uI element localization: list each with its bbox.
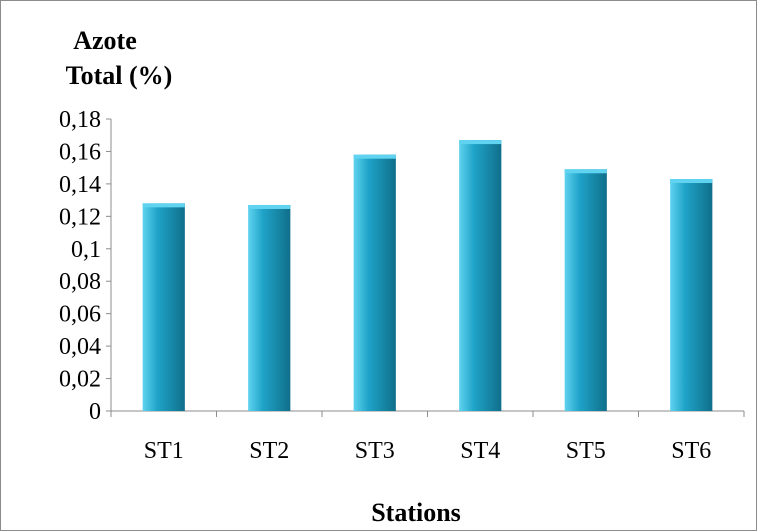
y-tick-label: 0,16 <box>59 139 101 165</box>
y-tick-label: 0,12 <box>59 204 101 230</box>
x-axis-title: Stations <box>371 498 461 527</box>
bar-top-cap <box>353 154 396 159</box>
y-axis-title-line-2: Total (%) <box>66 61 173 90</box>
bar <box>670 179 713 411</box>
bar-top-cap <box>564 169 607 174</box>
x-tick-label: ST6 <box>671 438 711 464</box>
y-tick-label: 0,02 <box>59 367 101 393</box>
x-tick-label: ST1 <box>144 438 184 464</box>
bar-top-cap <box>459 140 502 145</box>
bar-top-cap <box>670 179 713 184</box>
y-axis-title-line-1: Azote <box>73 26 137 55</box>
y-tick-label: 0,18 <box>59 107 101 133</box>
y-tick-label: 0,06 <box>59 302 101 328</box>
bar-top-cap <box>142 203 185 208</box>
y-tick-label: 0,14 <box>59 172 101 198</box>
y-tick-label: 0,04 <box>59 334 101 360</box>
x-tick-label: ST4 <box>460 438 500 464</box>
y-tick-label: 0,08 <box>59 269 101 295</box>
x-tick-label: ST3 <box>355 438 395 464</box>
bar <box>353 154 396 411</box>
bar <box>248 204 291 411</box>
bar <box>142 203 185 411</box>
x-tick-label: ST5 <box>566 438 606 464</box>
x-tick-label: ST2 <box>249 438 289 464</box>
bar-top-cap <box>248 204 291 209</box>
bar <box>564 169 607 411</box>
y-tick-label: 0,1 <box>71 237 101 263</box>
y-tick-label: 0 <box>89 399 101 425</box>
bar <box>459 140 502 412</box>
